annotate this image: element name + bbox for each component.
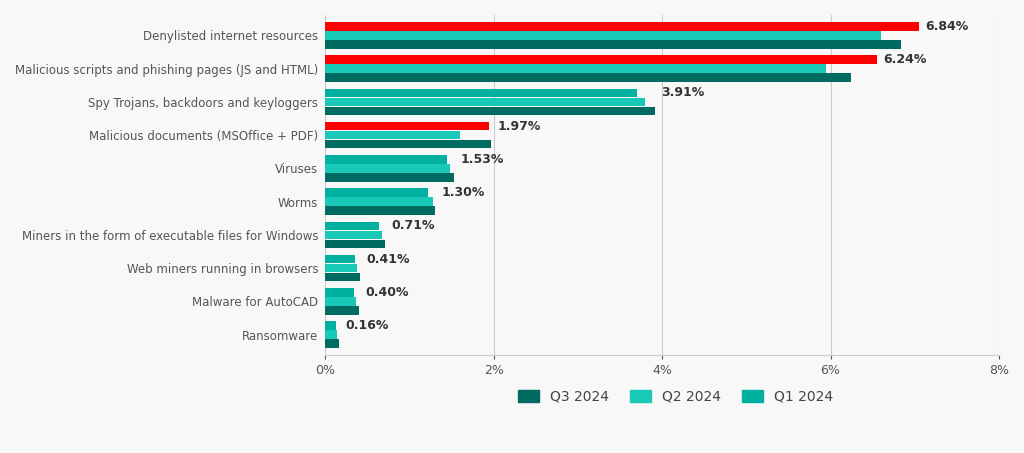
Bar	[326, 188, 428, 197]
Bar	[326, 89, 637, 97]
Bar	[326, 122, 489, 130]
Bar	[326, 173, 454, 182]
Text: 1.53%: 1.53%	[461, 153, 504, 166]
Bar	[326, 55, 877, 64]
Bar	[326, 155, 447, 164]
Bar	[326, 273, 359, 281]
Text: 1.97%: 1.97%	[498, 120, 542, 133]
Bar	[326, 288, 354, 297]
Bar	[326, 97, 645, 106]
Bar	[326, 198, 433, 206]
Text: 6.84%: 6.84%	[926, 20, 969, 33]
Bar	[326, 40, 901, 49]
Bar	[326, 321, 336, 330]
Bar	[326, 164, 450, 173]
Bar	[326, 207, 434, 215]
Bar	[326, 131, 460, 140]
Bar	[326, 297, 356, 306]
Text: 1.30%: 1.30%	[441, 186, 484, 199]
Text: 3.91%: 3.91%	[662, 87, 705, 99]
Text: 0.16%: 0.16%	[345, 319, 389, 332]
Bar	[326, 255, 354, 263]
Bar	[326, 339, 339, 348]
Bar	[326, 330, 337, 339]
Legend: Q3 2024, Q2 2024, Q1 2024: Q3 2024, Q2 2024, Q1 2024	[513, 384, 839, 409]
Bar	[326, 22, 919, 31]
Bar	[326, 306, 358, 315]
Text: 0.71%: 0.71%	[392, 219, 435, 232]
Bar	[326, 222, 379, 230]
Bar	[326, 140, 492, 149]
Text: 0.41%: 0.41%	[367, 253, 410, 265]
Bar	[326, 106, 654, 115]
Bar	[326, 240, 385, 248]
Text: 6.24%: 6.24%	[884, 53, 927, 66]
Text: 0.40%: 0.40%	[366, 286, 410, 299]
Bar	[326, 231, 383, 239]
Bar	[326, 64, 826, 73]
Bar	[326, 31, 881, 40]
Bar	[326, 73, 851, 82]
Bar	[326, 264, 357, 272]
